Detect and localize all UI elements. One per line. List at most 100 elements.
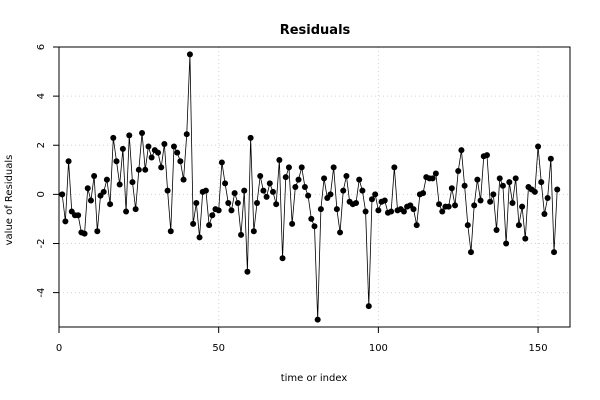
y-tick-label: -2 [36,238,47,248]
data-point [551,249,558,256]
data-point [292,184,299,190]
series-residuals [59,51,561,323]
y-axis: -4 -2 0 2 4 6 [36,44,59,298]
data-point [464,222,471,229]
data-point [196,234,203,241]
y-tick-label: -4 [36,288,47,298]
data-point [506,179,513,186]
data-point [116,181,123,188]
data-point [282,174,289,181]
data-point [490,191,497,198]
data-point [155,149,162,156]
data-point [91,172,98,179]
data-point [471,202,478,209]
data-point [365,303,372,310]
data-point [538,179,545,186]
data-point [145,143,152,150]
data-point [193,199,200,206]
data-point [225,199,232,206]
data-point [87,197,94,204]
data-point [241,187,248,194]
data-point [368,196,375,203]
data-point [420,190,427,197]
data-point [544,195,551,202]
data-point [340,187,347,194]
data-point [244,268,251,275]
data-point [429,175,436,182]
plot-frame [58,46,571,328]
x-tick-label: 50 [212,343,225,354]
data-point [436,201,443,208]
data-point [174,149,181,156]
data-point [228,207,235,214]
data-point [231,190,238,197]
series-line [61,54,558,320]
data-point [391,164,398,171]
data-point [493,226,500,233]
data-point [113,158,120,165]
data-point [311,223,318,230]
data-point [455,168,462,175]
data-point [276,156,283,163]
x-tick-label: 0 [56,343,62,354]
data-point [295,176,302,183]
data-point [260,187,267,194]
x-tick-label: 100 [369,343,388,354]
data-point [94,228,101,235]
data-point [410,206,417,213]
data-point [177,158,184,165]
data-point [266,180,273,187]
data-point [531,188,538,195]
x-tick-label: 150 [529,343,548,354]
data-point [362,208,369,215]
x-axis: 0 50 100 150 [56,327,548,354]
data-point [234,199,241,206]
data-point [487,198,494,205]
data-point [269,188,276,195]
data-point [314,316,321,323]
data-point [62,218,69,225]
data-point [84,185,91,192]
y-tick-label: 6 [36,44,47,50]
data-point [541,211,548,218]
data-point [509,199,516,206]
data-point [285,164,292,171]
data-point [215,207,222,214]
y-axis-label: value of Residuals [4,155,15,246]
data-point [110,134,117,141]
data-point [139,129,146,136]
grid-lines [58,46,570,327]
data-point [330,164,337,171]
data-point [100,188,107,195]
data-point [123,208,130,215]
data-point [477,197,484,204]
data-point [75,212,82,219]
data-point [202,187,209,194]
data-point [432,170,439,177]
data-point [474,176,481,183]
data-point [308,215,315,222]
data-point [499,182,506,189]
data-point [375,207,382,214]
data-point [206,222,213,229]
data-point [503,240,510,247]
data-point [183,131,190,138]
data-point [186,51,193,58]
data-point [263,193,270,200]
data-point [238,231,245,238]
data-point [107,201,114,208]
data-point [321,175,328,182]
data-point [467,249,474,256]
data-point [132,206,139,213]
data-point [65,158,72,165]
data-point [257,172,264,179]
data-point [337,229,344,236]
data-point [372,191,379,198]
data-point [547,155,554,162]
data-point [301,184,308,190]
data-point [289,220,296,227]
data-point [333,206,340,213]
data-point [445,203,452,210]
data-point [458,147,465,154]
data-point [119,145,126,152]
